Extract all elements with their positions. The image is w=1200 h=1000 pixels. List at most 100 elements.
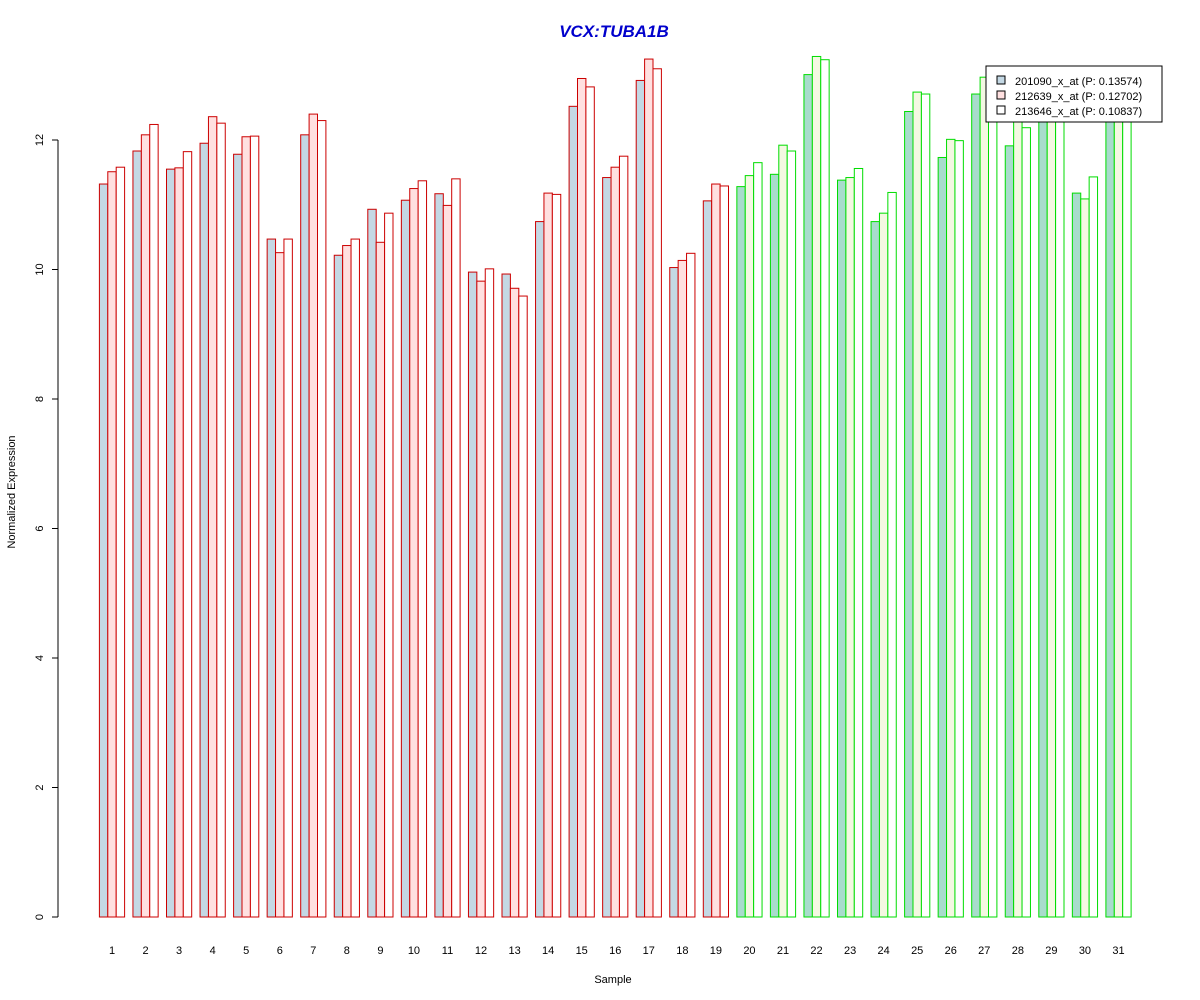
y-tick-label: 6 xyxy=(34,525,46,531)
bar xyxy=(811,55,822,918)
x-axis-label: Sample xyxy=(594,974,631,986)
x-tick-label: 5 xyxy=(243,945,249,957)
bar xyxy=(635,79,646,918)
bar xyxy=(140,134,151,918)
x-tick-label: 29 xyxy=(1045,945,1057,957)
x-tick-label: 4 xyxy=(210,945,216,957)
bar xyxy=(551,193,562,918)
x-tick-label: 2 xyxy=(142,945,148,957)
bar xyxy=(686,252,696,918)
bar xyxy=(803,74,813,918)
x-tick-label: 21 xyxy=(777,945,789,957)
y-tick-label: 2 xyxy=(34,784,46,790)
bar xyxy=(878,212,889,918)
bar xyxy=(920,93,931,918)
bar xyxy=(1004,145,1015,918)
x-tick-label: 30 xyxy=(1079,945,1091,957)
bar xyxy=(543,192,553,918)
x-tick-label: 7 xyxy=(310,945,316,957)
bar xyxy=(1013,109,1023,918)
bar xyxy=(266,238,277,918)
bar xyxy=(535,221,545,918)
bar xyxy=(845,177,855,918)
bar xyxy=(786,150,797,918)
y-axis-label: Normalized Expression xyxy=(6,435,18,548)
bar xyxy=(937,156,948,918)
x-tick-label: 19 xyxy=(710,945,722,957)
x-tick-label: 18 xyxy=(676,945,688,957)
bar xyxy=(618,155,629,918)
y-tick-label: 10 xyxy=(34,263,46,275)
bar xyxy=(719,185,729,918)
bar xyxy=(1122,94,1132,918)
x-tick-label: 26 xyxy=(945,945,957,957)
bar xyxy=(367,208,377,918)
bar xyxy=(283,238,293,918)
legend-entry: 213646_x_at (P: 0.10837) xyxy=(1015,106,1142,118)
bar xyxy=(971,93,981,918)
legend-box xyxy=(985,65,1163,123)
bar xyxy=(166,168,176,918)
x-tick-label: 24 xyxy=(878,945,890,957)
bar xyxy=(946,138,956,918)
legend: 201090_x_at (P: 0.13574) 212639_x_at (P: … xyxy=(985,65,1163,123)
bar xyxy=(207,116,218,918)
bar xyxy=(476,280,486,918)
bar xyxy=(904,111,914,918)
bar xyxy=(769,173,780,918)
bar xyxy=(375,241,386,918)
bar xyxy=(400,199,411,918)
bar xyxy=(1113,87,1124,918)
bar xyxy=(484,268,495,918)
x-tick-label: 28 xyxy=(1012,945,1024,957)
chart-title: VCX:TUBA1B xyxy=(559,22,669,41)
bar xyxy=(308,113,319,918)
bar xyxy=(954,140,964,918)
bar xyxy=(912,91,922,918)
bar xyxy=(275,252,285,918)
y-tick-label: 8 xyxy=(34,396,46,402)
bar xyxy=(677,259,688,918)
x-tick-label: 9 xyxy=(377,945,383,957)
x-tick-label: 12 xyxy=(475,945,487,957)
bar xyxy=(384,212,394,918)
x-tick-label: 17 xyxy=(643,945,655,957)
bar xyxy=(1021,127,1031,918)
bar xyxy=(585,86,595,918)
x-tick-label: 22 xyxy=(810,945,822,957)
bar xyxy=(568,105,578,918)
bar xyxy=(501,273,511,918)
x-tick-label: 3 xyxy=(176,945,182,957)
bar xyxy=(174,167,184,918)
bar xyxy=(853,167,864,918)
bar xyxy=(442,204,453,918)
x-tick-label: 13 xyxy=(508,945,520,957)
legend-entry: 201090_x_at (P: 0.13574) xyxy=(1015,76,1142,88)
bar xyxy=(300,134,310,918)
bar xyxy=(333,254,344,918)
bar xyxy=(451,178,461,918)
bar xyxy=(870,221,880,918)
bar xyxy=(1105,100,1115,918)
bar xyxy=(115,166,126,918)
x-tick-label: 6 xyxy=(277,945,283,957)
bar xyxy=(652,68,662,918)
bar xyxy=(669,267,679,918)
bar xyxy=(1038,100,1048,918)
bar xyxy=(417,180,428,918)
x-tick-label: 20 xyxy=(743,945,755,957)
bar xyxy=(317,120,327,918)
bar xyxy=(644,58,654,918)
bar xyxy=(778,144,788,918)
x-tick-label: 8 xyxy=(344,945,350,957)
bar xyxy=(233,153,243,918)
bar xyxy=(736,186,746,918)
bars xyxy=(98,55,1132,918)
bar xyxy=(216,122,226,918)
bar xyxy=(837,179,847,918)
bar xyxy=(98,183,109,918)
bar xyxy=(241,136,251,918)
bar xyxy=(249,135,260,918)
bar xyxy=(1055,94,1065,918)
